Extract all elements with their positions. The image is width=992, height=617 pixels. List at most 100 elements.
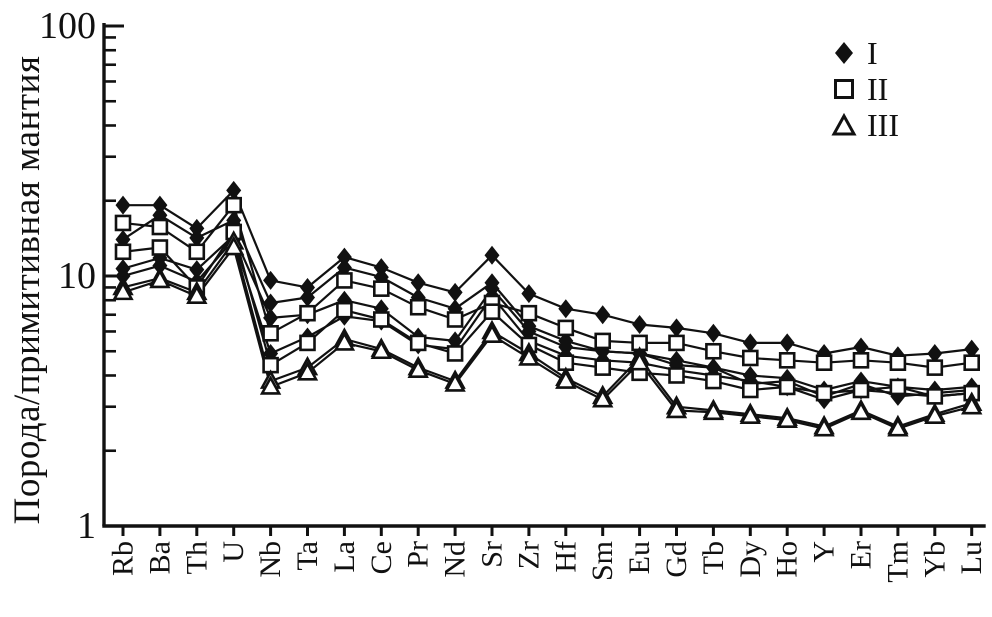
open-square-marker bbox=[778, 352, 796, 369]
open-square-marker bbox=[705, 372, 722, 390]
filled-diamond-marker bbox=[189, 218, 205, 238]
y-tick-label: 100 bbox=[39, 5, 96, 47]
filled-diamond-marker bbox=[189, 260, 205, 280]
filled-diamond-marker bbox=[336, 247, 352, 267]
y-tick-label: 10 bbox=[58, 255, 96, 297]
open-triangle-marker bbox=[518, 346, 540, 366]
filled-diamond-marker bbox=[484, 245, 500, 265]
filled-diamond-marker bbox=[189, 228, 205, 248]
legend-label: II bbox=[867, 71, 889, 107]
open-square-marker bbox=[926, 359, 944, 376]
open-square-marker bbox=[963, 354, 981, 371]
open-square-marker bbox=[446, 345, 464, 362]
open-square-marker bbox=[889, 354, 907, 371]
filled-diamond-marker bbox=[779, 333, 795, 353]
open-triangle-marker bbox=[112, 280, 134, 301]
legend-item-group-3: III bbox=[831, 107, 899, 143]
filled-diamond-marker bbox=[226, 180, 242, 200]
x-tick-label: Eu bbox=[623, 541, 656, 574]
open-triangle-marker bbox=[665, 398, 688, 419]
filled-diamond-marker bbox=[853, 337, 869, 357]
open-square-marker bbox=[299, 304, 316, 322]
open-square-marker bbox=[852, 381, 870, 399]
open-square-marker bbox=[520, 304, 538, 322]
open-triangle-marker bbox=[924, 404, 946, 424]
x-tick-label: Sm bbox=[586, 541, 619, 581]
filled-diamond-marker bbox=[152, 195, 168, 215]
open-square-marker bbox=[114, 243, 132, 261]
legend-label: I bbox=[867, 35, 878, 71]
x-tick-label: Nb bbox=[254, 541, 287, 578]
open-triangle-marker bbox=[813, 417, 835, 437]
open-square-marker bbox=[372, 280, 390, 297]
filled-diamond-marker bbox=[263, 270, 279, 290]
filled-diamond-marker bbox=[632, 314, 648, 334]
x-tick-label: Dy bbox=[734, 541, 767, 578]
filled-diamond-marker bbox=[447, 282, 463, 302]
open-square-marker bbox=[299, 334, 316, 352]
filled-diamond-marker bbox=[115, 195, 131, 215]
open-triangle-marker bbox=[702, 400, 725, 421]
open-triangle-marker bbox=[186, 284, 208, 305]
x-tick-label: Sr bbox=[476, 541, 509, 568]
open-square-marker bbox=[705, 342, 722, 360]
filled-diamond-marker bbox=[964, 339, 980, 359]
x-tick-label: La bbox=[328, 541, 361, 573]
x-tick-label: Y bbox=[808, 541, 841, 563]
x-tick-label: Hf bbox=[549, 541, 582, 573]
filled-diamond-marker bbox=[410, 273, 426, 293]
filled-diamond-marker bbox=[521, 284, 537, 304]
open-triangle-marker bbox=[739, 404, 761, 424]
x-tick-label: Nd bbox=[439, 541, 472, 578]
open-triangle-marker bbox=[850, 400, 872, 421]
open-square-marker bbox=[336, 272, 353, 289]
open-triangle-marker bbox=[259, 375, 282, 395]
open-triangle-marker bbox=[333, 331, 356, 351]
legend-item-group-2: II bbox=[831, 71, 899, 107]
filled-diamond-marker bbox=[595, 305, 611, 325]
filled-diamond-icon bbox=[835, 42, 853, 64]
legend: I II III bbox=[831, 35, 899, 143]
open-triangle-marker bbox=[149, 268, 171, 289]
filled-diamond-marker bbox=[705, 323, 721, 343]
filled-diamond-marker bbox=[558, 299, 574, 319]
open-square-marker bbox=[336, 301, 353, 319]
x-tick-label: Ho bbox=[771, 541, 804, 578]
open-triangle-marker bbox=[407, 358, 429, 378]
x-tick-label: Lu bbox=[955, 541, 988, 574]
filled-diamond-marker bbox=[927, 343, 943, 363]
open-triangle-marker bbox=[628, 350, 651, 371]
filled-diamond-marker bbox=[300, 277, 315, 297]
x-tick-label: Tb bbox=[697, 541, 730, 574]
open-triangle-marker bbox=[444, 372, 466, 392]
x-tick-label: Ba bbox=[143, 541, 176, 574]
open-triangle-marker bbox=[370, 339, 392, 360]
open-square-marker bbox=[778, 378, 796, 396]
filled-diamond-marker bbox=[263, 308, 279, 328]
x-tick-label: Ce bbox=[365, 541, 398, 574]
open-square-marker bbox=[372, 311, 390, 328]
filled-diamond-marker bbox=[263, 293, 279, 313]
open-square-marker bbox=[262, 324, 279, 342]
x-tick-label: Gd bbox=[660, 541, 693, 578]
open-square-marker bbox=[668, 367, 685, 384]
y-tick-label: 1 bbox=[77, 505, 96, 547]
filled-diamond-marker bbox=[742, 333, 758, 353]
open-square-marker bbox=[409, 334, 427, 352]
open-square-marker bbox=[114, 214, 132, 232]
open-triangle-marker bbox=[481, 323, 503, 343]
legend-label: III bbox=[867, 107, 899, 143]
open-square-marker bbox=[483, 303, 501, 320]
x-tick-label: U bbox=[217, 541, 250, 563]
open-triangle-marker bbox=[555, 369, 577, 389]
open-square-icon bbox=[834, 79, 854, 99]
filled-diamond-marker bbox=[300, 288, 315, 308]
open-square-marker bbox=[594, 332, 612, 350]
filled-diamond-marker bbox=[669, 318, 684, 338]
open-triangle-icon bbox=[831, 112, 857, 136]
x-tick-label: Ta bbox=[291, 541, 324, 571]
open-triangle-marker bbox=[296, 361, 319, 381]
open-square-marker bbox=[409, 298, 427, 316]
